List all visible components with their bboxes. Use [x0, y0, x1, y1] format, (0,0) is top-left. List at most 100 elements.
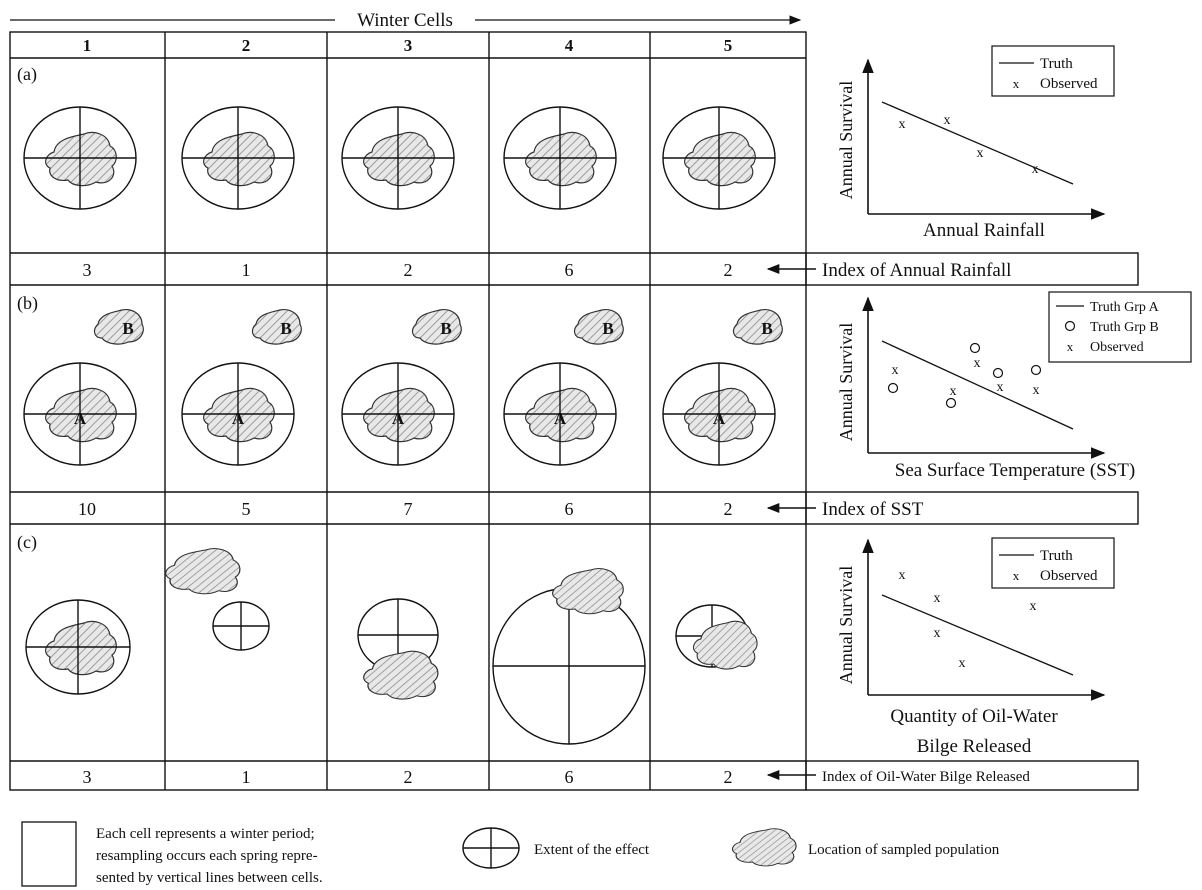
svg-text:x: x	[997, 380, 1004, 395]
svg-text:x: x	[974, 356, 981, 371]
column-headers: 1 2 3 4 5	[83, 36, 733, 55]
svg-text:x: x	[934, 591, 941, 606]
truth-line	[881, 594, 1074, 676]
column-header-3: 3	[404, 36, 413, 55]
legend-truth: Truth	[1040, 56, 1073, 72]
index-label-bilge: Index of Oil-Water Bilge Released	[822, 769, 1030, 785]
plot-rainfall: x x x x Annual Survival Annual Rainfall …	[836, 45, 1115, 241]
svg-text:x: x	[934, 626, 941, 641]
cell-c3	[357, 598, 439, 700]
index-c-value: 6	[565, 767, 574, 787]
svg-text:x: x	[1033, 383, 1040, 398]
population-a-label: A	[713, 409, 726, 428]
legend-observed: Observed	[1040, 76, 1098, 92]
plot-rainfall-xlabel: Annual Rainfall	[923, 220, 1045, 241]
plot-sst-legend: Truth Grp A Truth Grp B x Observed	[1048, 291, 1192, 363]
population-b-label: B	[602, 319, 613, 338]
truth-line	[881, 101, 1074, 185]
key: Each cell represents a winter period; re…	[21, 821, 1000, 887]
observed-points: x x x x x	[892, 356, 1040, 399]
population-b-label: B	[122, 319, 133, 338]
cell-c1	[25, 599, 131, 695]
index-row-a: 3 1 2 6 2	[83, 260, 733, 280]
row-a-cells	[23, 106, 776, 210]
index-a-value: 2	[404, 260, 413, 280]
cell-b2: A B	[181, 309, 302, 466]
svg-text:x: x	[1067, 339, 1074, 354]
plot-rainfall-ylabel: Annual Survival	[836, 81, 856, 200]
plot-bilge: x x x x x Annual Survival Quantity of Oi…	[836, 537, 1115, 757]
svg-text:x: x	[1030, 599, 1037, 614]
index-b-value: 6	[565, 499, 574, 519]
cell-b4: A B	[503, 309, 624, 466]
figure-title: Winter Cells	[357, 10, 453, 31]
plot-rainfall-legend: Truth x Observed	[991, 45, 1115, 97]
title-banner: Winter Cells	[10, 10, 802, 31]
cell-b1: A B	[23, 309, 144, 466]
key-cell-text-1: Each cell represents a winter period;	[96, 826, 315, 842]
index-row-b: 10 5 7 6 2	[78, 499, 733, 519]
index-b-value: 5	[242, 499, 251, 519]
index-c-value: 3	[83, 767, 92, 787]
cell-c5	[675, 604, 758, 670]
key-population-text: Location of sampled population	[808, 842, 1000, 858]
legend-truth-grp-a: Truth Grp A	[1090, 300, 1160, 315]
row-label-c: (c)	[17, 532, 37, 553]
key-population-icon	[731, 828, 797, 867]
population-b-label: B	[761, 319, 772, 338]
key-cell-icon	[21, 821, 77, 887]
legend-observed: Observed	[1090, 340, 1144, 355]
index-b-value: 10	[78, 499, 96, 519]
plot-bilge-ylabel: Annual Survival	[836, 566, 856, 685]
index-a-value: 3	[83, 260, 92, 280]
index-label-rainfall: Index of Annual Rainfall	[822, 260, 1011, 281]
key-effect-text: Extent of the effect	[534, 842, 650, 858]
index-b-value: 7	[404, 499, 413, 519]
plot-sst-ylabel: Annual Survival	[836, 323, 856, 442]
legend-truth: Truth	[1040, 548, 1073, 564]
row-label-a: (a)	[17, 64, 37, 85]
index-c-value: 1	[242, 767, 251, 787]
truth-grp-b-points	[887, 342, 1042, 409]
svg-text:x: x	[1013, 568, 1020, 583]
cell-a3	[341, 106, 455, 210]
population-a-label: A	[232, 409, 245, 428]
svg-text:x: x	[944, 113, 951, 128]
plot-bilge-xlabel-2: Bilge Released	[917, 736, 1032, 757]
plot-sst-xlabel: Sea Surface Temperature (SST)	[895, 460, 1135, 481]
population-b-label: B	[440, 319, 451, 338]
plot-bilge-legend: Truth x Observed	[991, 537, 1115, 589]
row-label-b: (b)	[17, 293, 38, 314]
observed-points: x x x x x	[899, 568, 1037, 671]
cell-c2	[165, 547, 270, 651]
cell-a4	[503, 106, 617, 210]
cell-a1	[23, 106, 137, 210]
plot-bilge-xlabel-1: Quantity of Oil-Water	[890, 706, 1058, 727]
index-a-value: 6	[565, 260, 574, 280]
column-header-2: 2	[242, 36, 251, 55]
legend-truth-grp-b: Truth Grp B	[1090, 320, 1159, 335]
index-b-value: 2	[724, 499, 733, 519]
cell-grid	[9, 31, 807, 791]
column-header-1: 1	[83, 36, 92, 55]
legend-observed: Observed	[1040, 568, 1098, 584]
population-a-label: A	[392, 409, 405, 428]
index-a-value: 1	[242, 260, 251, 280]
population-b-label: B	[280, 319, 291, 338]
column-header-5: 5	[724, 36, 733, 55]
cell-b3: A B	[341, 309, 462, 466]
population-a-label: A	[74, 409, 87, 428]
key-cell-text-2: resampling occurs each spring repre-	[96, 848, 318, 864]
cell-b5: A B	[662, 309, 783, 466]
index-c-value: 2	[404, 767, 413, 787]
svg-text:x: x	[950, 384, 957, 399]
row-c-cells	[25, 547, 758, 745]
index-row-c: 3 1 2 6 2	[83, 767, 733, 787]
index-label-boxes: Index of Annual Rainfall Index of SST In…	[766, 252, 1139, 791]
svg-text:x: x	[899, 117, 906, 132]
svg-text:x: x	[899, 568, 906, 583]
cell-a2	[181, 106, 295, 210]
population-a-label: A	[554, 409, 567, 428]
column-header-4: 4	[565, 36, 574, 55]
row-b-cells: A B A B A B A B	[23, 309, 783, 466]
